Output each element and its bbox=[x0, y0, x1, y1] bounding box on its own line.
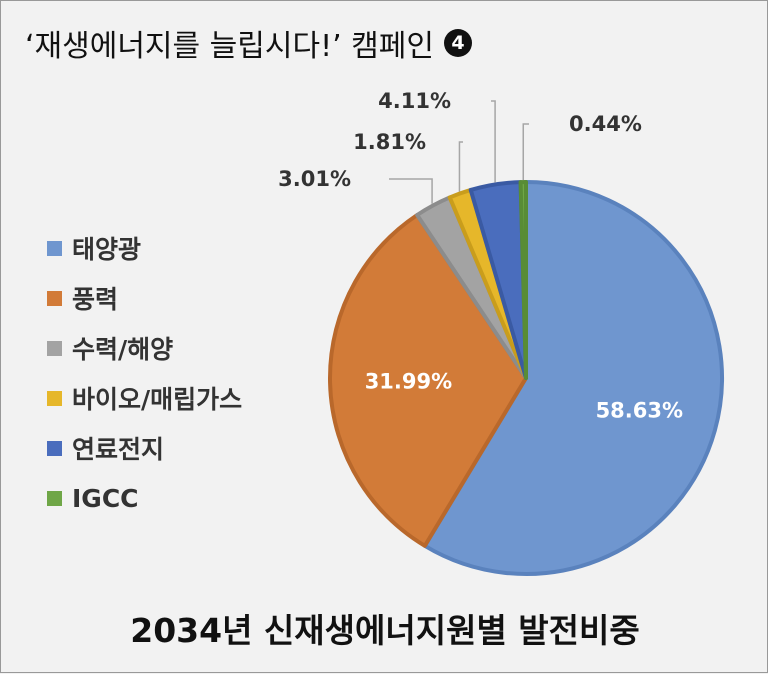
legend-item-fuelcell: 연료전지 bbox=[47, 423, 242, 473]
legend-swatch-hydro bbox=[47, 340, 62, 356]
legend-label-solar: 태양광 bbox=[72, 235, 142, 264]
data-label-fuelcell: 4.11% bbox=[378, 89, 451, 113]
pie-slice-solar bbox=[422, 180, 724, 576]
leader-line-hydro bbox=[389, 178, 433, 204]
pie-slice-igcc bbox=[518, 180, 528, 380]
legend-label-bio: 바이오/매립가스 bbox=[72, 385, 243, 414]
legend-label-hydro: 수력/해양 bbox=[72, 335, 174, 364]
data-label-wind: 31.99% bbox=[365, 370, 452, 394]
pie-slice-wind bbox=[328, 213, 528, 548]
leader-line-bio bbox=[458, 141, 463, 192]
legend-item-bio: 바이오/매립가스 bbox=[47, 373, 242, 423]
title-text: ‘재생에너지를 늘립시다!’ 캠페인 bbox=[25, 29, 434, 64]
data-label-solar: 58.63% bbox=[596, 399, 683, 423]
data-label-hydro: 3.01% bbox=[278, 167, 351, 191]
number-badge: 4 bbox=[443, 29, 472, 57]
legend-swatch-fuelcell bbox=[47, 440, 62, 456]
legend-label-fuelcell: 연료전지 bbox=[72, 435, 165, 464]
legend-swatch-bio bbox=[47, 390, 62, 406]
legend-item-igcc: IGCC bbox=[47, 473, 242, 523]
legend-item-wind: 풍력 bbox=[47, 273, 242, 323]
legend-item-hydro: 수력/해양 bbox=[47, 323, 242, 373]
legend-item-solar: 태양광 bbox=[47, 223, 242, 273]
page-title: ‘재생에너지를 늘립시다!’ 캠페인 4 bbox=[25, 21, 472, 65]
legend-label-igcc: IGCC bbox=[72, 483, 139, 513]
data-label-igcc: 0.44% bbox=[569, 112, 642, 136]
legend-swatch-solar bbox=[47, 240, 62, 256]
data-label-bio: 1.81% bbox=[353, 130, 426, 154]
chart-legend: 태양광 풍력 수력/해양 바이오/매립가스 연료전지 IGCC bbox=[47, 223, 242, 523]
legend-swatch-igcc bbox=[47, 490, 62, 506]
leader-line-igcc bbox=[522, 123, 529, 181]
chart-caption: 2034년 신재생에너지원별 발전비중 bbox=[130, 611, 640, 650]
legend-swatch-wind bbox=[47, 290, 62, 306]
legend-label-wind: 풍력 bbox=[72, 285, 119, 314]
leader-line-fuelcell bbox=[491, 100, 496, 183]
